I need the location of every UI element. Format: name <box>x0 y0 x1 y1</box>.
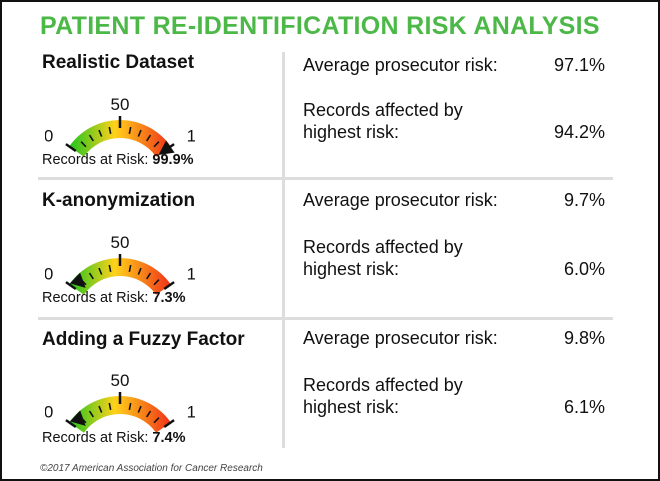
gauge-tick-label: 0 <box>45 403 53 422</box>
section-divider <box>38 177 613 180</box>
gauge-tick-label: 0 <box>45 127 53 146</box>
gauge-tick <box>128 264 132 273</box>
gauge-tick <box>80 141 87 148</box>
gauge-tick <box>128 402 132 411</box>
risk-label: Records at Risk: <box>42 152 149 168</box>
page-title: PATIENT RE-IDENTIFICATION RISK ANALYSIS <box>40 12 600 40</box>
records-at-risk: Records at Risk: 7.4% <box>42 430 185 446</box>
gauge-tick-label: 100 <box>187 127 195 146</box>
section-divider <box>38 317 613 320</box>
records-at-risk: Records at Risk: 7.3% <box>42 290 185 306</box>
avg-risk-label: Average prosecutor risk: <box>303 190 498 210</box>
gauge-tick <box>128 126 132 135</box>
gauge-tick <box>146 272 152 280</box>
risk-label: Records at Risk: <box>42 290 149 306</box>
affected-label-2: highest risk: <box>303 122 400 142</box>
gauge-tick <box>65 281 77 291</box>
gauge-tick <box>153 141 160 148</box>
avg-risk-label: Average prosecutor risk: <box>303 55 498 75</box>
gauge-tick-label: 50 <box>111 233 130 252</box>
affected-label-1: Records affected by <box>303 375 463 395</box>
gauge-tick <box>88 410 94 418</box>
vertical-divider <box>282 52 285 448</box>
gauge-arc <box>69 120 171 157</box>
gauge-tick <box>163 281 175 291</box>
gauge-tick <box>108 126 112 135</box>
risk-label: Records at Risk: <box>42 430 149 446</box>
risk-value: 7.4% <box>152 430 186 446</box>
gauge-tick <box>146 410 152 418</box>
gauge-arc <box>69 396 171 433</box>
affected-label-2: highest risk: <box>303 259 400 279</box>
section-title: K-anonymization <box>42 190 196 211</box>
affected-value: 6.0% <box>563 259 605 279</box>
gauge-needle <box>69 272 86 288</box>
risk-value: 99.9% <box>152 152 194 168</box>
gauge-tick-label: 100 <box>187 265 195 284</box>
avg-risk-value: 9.8% <box>563 328 605 348</box>
avg-risk-value: 9.7% <box>563 190 605 210</box>
gauge-tick-label: 50 <box>111 95 130 114</box>
copyright: ©2017 American Association for Cancer Re… <box>40 463 263 474</box>
gauge-tick-label: 50 <box>111 371 130 390</box>
gauge-tick <box>137 129 142 137</box>
gauge-tick <box>88 134 94 142</box>
affected-value: 6.1% <box>563 397 605 417</box>
risk-gauge: 0 50 100 <box>45 95 195 157</box>
affected-value: 94.2% <box>553 122 605 142</box>
avg-risk-value: 97.1% <box>553 55 605 75</box>
gauge-tick <box>98 405 103 413</box>
avg-risk-label: Average prosecutor risk: <box>303 328 498 348</box>
gauge-tick <box>163 419 175 429</box>
section-title: Adding a Fuzzy Factor <box>42 329 245 350</box>
gauge-tick <box>65 143 77 153</box>
gauge-tick <box>108 402 112 411</box>
gauge-tick <box>65 419 77 429</box>
gauge-tick-label: 100 <box>187 403 195 422</box>
gauge-tick <box>108 264 112 273</box>
gauge-needle <box>70 410 86 426</box>
gauge-tick <box>98 129 103 137</box>
gauge-arc <box>69 258 171 295</box>
affected-label-1: Records affected by <box>303 237 463 257</box>
gauge-tick-label: 0 <box>45 265 53 284</box>
risk-gauge: 0 50 100 <box>45 233 195 295</box>
gauge-tick <box>153 279 160 286</box>
gauge-tick <box>137 405 142 413</box>
section-title: Realistic Dataset <box>42 52 195 73</box>
risk-value: 7.3% <box>152 290 186 306</box>
gauge-tick <box>98 267 103 275</box>
gauge-tick <box>137 267 142 275</box>
gauge-tick <box>146 134 152 142</box>
gauge-needle <box>158 140 175 155</box>
risk-gauge: 0 50 100 <box>45 371 195 433</box>
affected-label-2: highest risk: <box>303 397 400 417</box>
gauge-tick <box>153 417 160 424</box>
gauge-tick <box>88 272 94 280</box>
records-at-risk: Records at Risk: 99.9% <box>42 152 194 168</box>
affected-label-1: Records affected by <box>303 100 463 120</box>
